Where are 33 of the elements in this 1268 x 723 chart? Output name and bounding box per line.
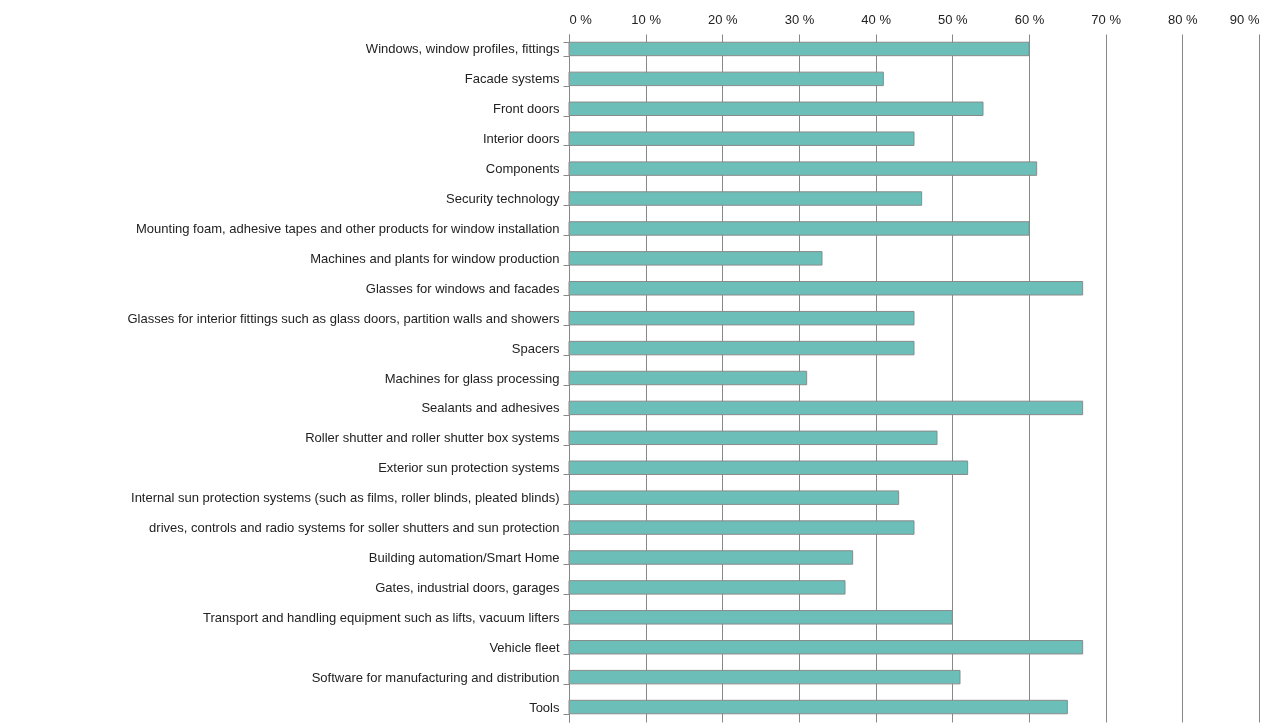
y-tick-label: Vehicle fleet: [489, 639, 560, 655]
x-tick-label: 0 %: [569, 11, 593, 27]
y-tick-label: Front doors: [493, 101, 560, 117]
y-tick-label: Components: [485, 161, 560, 177]
x-tick-label: 40 %: [861, 11, 892, 27]
y-tick-label: Glasses for windows and facades: [365, 280, 560, 296]
y-tick-label: Glasses for interior fittings such as glass doors, partition walls and showers: [127, 310, 560, 326]
y-tick-label: Internal sun protection systems (such as films, roller blinds, pleated blinds): [131, 490, 560, 506]
y-tick-label: Machines for glass processing: [384, 370, 560, 386]
y-tick-label: Transport and handling equipment such as lifts, vacuum lifters: [203, 609, 560, 625]
x-tick-label: 50 %: [938, 11, 969, 27]
y-tick-label: Facade systems: [464, 71, 560, 87]
y-tick-label: Exterior sun protection systems: [378, 460, 560, 476]
x-tick-label: 90 %: [1229, 11, 1260, 27]
x-tick-label: 10 %: [631, 11, 662, 27]
y-tick-label: Spacers: [511, 340, 560, 356]
x-tick-label: 80 %: [1168, 11, 1199, 27]
y-tick-label: drives, controls and radio systems for soller shutters and sun protection: [149, 520, 560, 536]
y-tick-label: Sealants and adhesives: [421, 400, 560, 416]
x-tick-label: 70 %: [1091, 11, 1122, 27]
y-tick-label: Tools: [529, 699, 560, 715]
y-tick-label: Software for manufacturing and distribution: [311, 669, 560, 685]
y-tick-label: Building automation/Smart Home: [368, 549, 560, 565]
x-tick-label: 60 %: [1014, 11, 1045, 27]
y-tick-label: Gates, industrial doors, garages: [375, 579, 560, 595]
y-tick-label: Machines and plants for window production: [310, 250, 560, 266]
y-tick-label: Windows, window profiles, fittings: [365, 41, 560, 57]
y-tick-label: Interior doors: [482, 131, 560, 147]
x-tick-label: 30 %: [784, 11, 815, 27]
y-tick-label: Security technology: [446, 191, 560, 207]
y-tick-label: Mounting foam, adhesive tapes and other products for window installation: [136, 220, 560, 236]
y-tick-label: Roller shutter and roller shutter box systems: [305, 430, 560, 446]
x-tick-label: 20 %: [708, 11, 739, 27]
